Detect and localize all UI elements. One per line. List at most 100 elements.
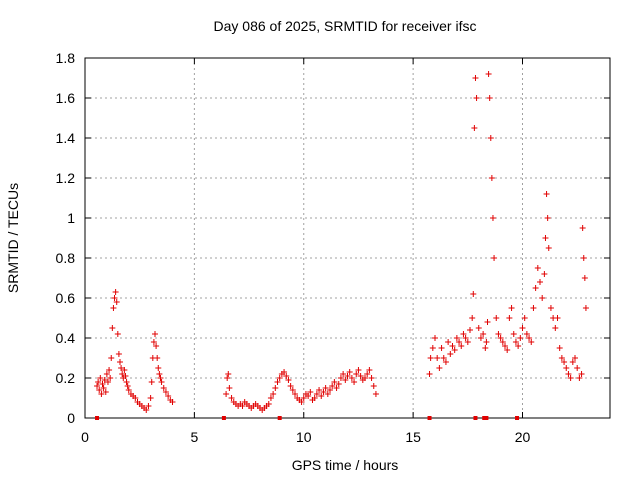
data-point [427, 355, 434, 361]
data-point [467, 327, 473, 333]
data-point [521, 315, 528, 321]
data-point [355, 367, 362, 373]
y-tick-label: 0.2 [56, 370, 76, 386]
data-point [493, 315, 500, 321]
data-point [528, 339, 535, 345]
baseline-marker [515, 416, 520, 420]
data-point [320, 389, 327, 395]
data-point [162, 389, 169, 395]
data-point [582, 305, 589, 311]
y-tick-label: 0 [67, 410, 75, 426]
data-point [563, 365, 570, 371]
data-point [366, 367, 373, 373]
data-point [488, 175, 495, 181]
data-point [270, 391, 277, 397]
data-point [517, 335, 524, 341]
data-point [117, 359, 123, 365]
data-point [556, 345, 563, 351]
data-point [318, 393, 325, 399]
data-point [104, 379, 111, 385]
y-tick-label: 1.2 [56, 170, 76, 186]
data-point [512, 339, 519, 345]
data-point [111, 295, 118, 301]
data-point [103, 371, 110, 377]
data-point [565, 371, 572, 377]
data-point [554, 315, 561, 321]
data-point [97, 375, 104, 381]
data-point [96, 387, 103, 393]
data-point [449, 343, 456, 349]
y-tick-label: 1.8 [56, 50, 76, 66]
data-point [152, 331, 158, 337]
data-point [458, 343, 465, 349]
data-point [581, 275, 588, 281]
data-point [145, 403, 152, 409]
data-point [485, 71, 492, 77]
baseline-marker [427, 416, 432, 420]
data-point [150, 339, 157, 345]
data-point [324, 391, 331, 397]
data-point [473, 95, 480, 101]
data-point [471, 125, 478, 131]
data-point [442, 359, 449, 365]
data-point [542, 235, 549, 241]
data-point [502, 343, 508, 349]
data-point [434, 355, 441, 361]
data-point [94, 383, 101, 389]
data-point [353, 371, 360, 377]
data-point [224, 375, 231, 381]
x-tick-label: 15 [405, 429, 421, 445]
data-point [115, 351, 122, 357]
data-points [94, 71, 589, 420]
data-point [432, 335, 438, 341]
data-point [107, 375, 114, 381]
data-point [480, 331, 487, 337]
data-point [125, 387, 132, 393]
data-point [327, 387, 333, 393]
data-point [489, 215, 496, 221]
baseline-marker [95, 416, 100, 420]
y-tick-label: 0.6 [56, 290, 76, 306]
data-point [109, 325, 116, 331]
data-point [526, 335, 533, 341]
data-point [534, 265, 541, 271]
data-point [281, 369, 288, 375]
data-point [456, 339, 463, 345]
data-point [362, 375, 368, 381]
data-point [119, 371, 126, 377]
data-point [364, 371, 371, 377]
data-point [265, 401, 272, 407]
baseline-marker [221, 416, 226, 420]
data-point [580, 255, 587, 261]
data-point [475, 325, 482, 331]
data-point [429, 345, 436, 351]
data-point [537, 279, 543, 285]
data-point [307, 389, 314, 395]
data-point [305, 393, 312, 399]
data-point [508, 305, 515, 311]
data-point [287, 383, 294, 389]
y-tick-label: 0.8 [56, 250, 76, 266]
data-point [226, 385, 233, 391]
data-point [340, 371, 347, 377]
data-point [572, 355, 578, 361]
data-point [154, 355, 161, 361]
data-point [469, 315, 476, 321]
data-point [274, 379, 281, 385]
data-point [552, 325, 559, 331]
x-tick-label: 5 [190, 429, 198, 445]
data-point [331, 379, 338, 385]
data-point [545, 245, 552, 251]
data-point [464, 339, 471, 345]
data-point [344, 373, 351, 379]
data-point [561, 359, 568, 365]
data-point [483, 339, 490, 345]
data-point [158, 379, 165, 385]
data-point [114, 331, 121, 337]
baseline-marker [473, 416, 478, 420]
data-point [95, 379, 102, 385]
data-point [368, 375, 375, 381]
data-point [462, 335, 469, 341]
data-point [515, 343, 522, 349]
data-point [98, 391, 105, 397]
